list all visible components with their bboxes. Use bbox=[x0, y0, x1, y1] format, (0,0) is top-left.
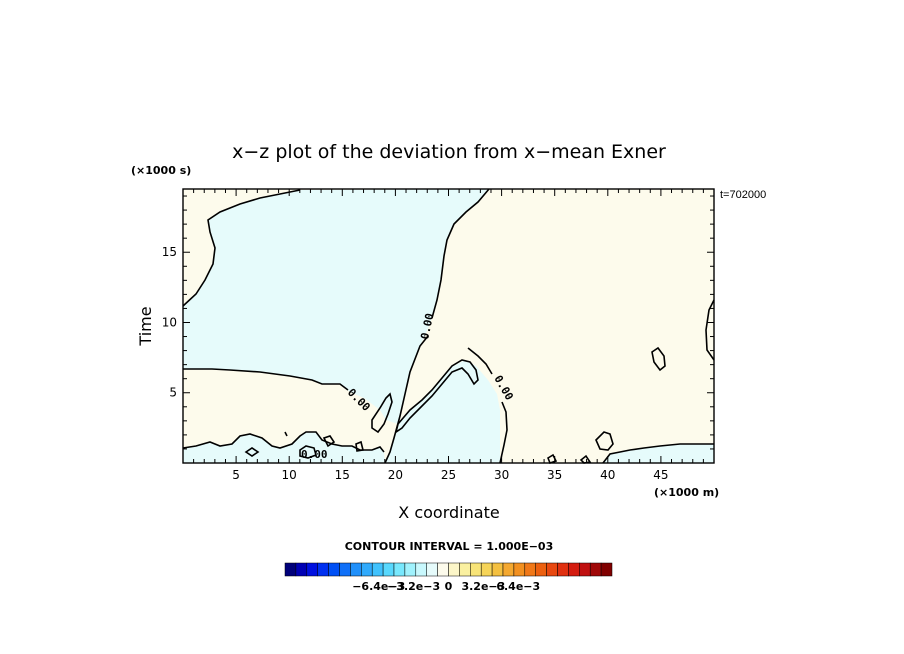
y-tick-label: 10 bbox=[162, 315, 177, 329]
colorbar-swatch bbox=[579, 562, 591, 577]
colorbar-swatch bbox=[393, 562, 406, 577]
x-axis-unit: (×1000 m) bbox=[654, 486, 719, 499]
x-tick-label: 25 bbox=[441, 468, 456, 482]
colorbar-swatch bbox=[426, 562, 438, 577]
chart-title: x−z plot of the deviation from x−mean Ex… bbox=[232, 141, 666, 163]
contour-inner-tongue bbox=[394, 359, 479, 434]
y-axis-unit: (×1000 s) bbox=[131, 164, 191, 177]
colorbar-swatch bbox=[491, 562, 504, 577]
colorbar-tick-label: −6.4e−3 bbox=[352, 580, 405, 593]
contour-lower-right bbox=[602, 443, 714, 464]
x-tick-label: 15 bbox=[335, 468, 350, 482]
contour-right-edge bbox=[705, 299, 715, 361]
colorbar-swatch bbox=[295, 562, 308, 577]
colorbar-swatch bbox=[415, 562, 427, 577]
contour-interval: CONTOUR INTERVAL = 1.000E−03 bbox=[345, 540, 554, 553]
colorbar-swatch bbox=[361, 562, 373, 577]
colorbar-swatch bbox=[404, 562, 417, 577]
contour-loop-b bbox=[595, 431, 614, 451]
colorbar-tick-label: 3.2e−3 bbox=[461, 580, 505, 593]
contour-upper-left bbox=[182, 189, 301, 307]
colorbar-swatch bbox=[284, 562, 297, 577]
x-tick-label: 35 bbox=[547, 468, 562, 482]
colorbar-swatch bbox=[480, 562, 493, 577]
colorbar-swatch bbox=[306, 562, 318, 577]
colorbar-swatch bbox=[524, 562, 536, 577]
colorbar-swatch bbox=[535, 562, 547, 577]
contour-horizontal bbox=[183, 368, 349, 391]
y-tick-label: 15 bbox=[162, 245, 177, 259]
colorbar-swatch bbox=[339, 562, 351, 577]
colorbar-swatch bbox=[350, 562, 362, 577]
x-tick-label: 5 bbox=[232, 468, 240, 482]
colorbar-swatch bbox=[557, 562, 569, 577]
x-tick-label: 10 bbox=[282, 468, 297, 482]
y-axis-label: Time bbox=[136, 306, 155, 346]
colorbar-swatch bbox=[568, 562, 580, 577]
contour-loop-right bbox=[467, 347, 508, 464]
colorbar-swatch bbox=[382, 562, 395, 577]
colorbar: −6.4e−3−3.2e−3 0 3.2e−36.4e−3 bbox=[284, 562, 613, 593]
colorbar-swatch bbox=[502, 562, 515, 577]
colorbar-swatch bbox=[600, 562, 613, 577]
colorbar-swatch bbox=[470, 562, 482, 577]
colorbar-swatch bbox=[459, 562, 471, 577]
colorbar-tick-label: 0 bbox=[445, 580, 453, 593]
contour-central-left bbox=[431, 188, 490, 319]
colorbar-swatch bbox=[546, 562, 558, 577]
colorbar-swatch bbox=[589, 562, 602, 577]
x-tick-label: 30 bbox=[494, 468, 509, 482]
colorbar-swatch bbox=[328, 562, 340, 577]
axis-ticks: 5 10 15 20 25 30 35 40 45 5 10 15 bbox=[162, 189, 714, 482]
contour-small-loops bbox=[244, 431, 592, 464]
x-tick-label: 40 bbox=[600, 468, 615, 482]
colorbar-tick-label: −3.2e−3 bbox=[387, 580, 440, 593]
contour-central-left-lower bbox=[384, 335, 429, 464]
plot-area: 0.00 0.00 0.00 0.00 bbox=[182, 188, 715, 464]
colorbar-swatch bbox=[437, 562, 449, 577]
contour-loop-a bbox=[371, 392, 393, 434]
colorbar-swatch bbox=[371, 562, 384, 577]
zero-contours bbox=[182, 188, 715, 464]
contour-label: 0.00 bbox=[418, 312, 436, 341]
colorbar-swatch bbox=[513, 562, 526, 577]
contour-label: 0.00 bbox=[301, 448, 328, 461]
colorbar-swatch bbox=[317, 562, 329, 577]
y-tick-label: 5 bbox=[169, 386, 177, 400]
negative-region-lower-right bbox=[603, 444, 714, 463]
time-stamp: t=702000 bbox=[720, 189, 766, 201]
x-tick-label: 45 bbox=[653, 468, 668, 482]
colorbar-tick-label: 6.4e−3 bbox=[496, 580, 540, 593]
contour-loop-c bbox=[651, 346, 666, 372]
x-axis-label: X coordinate bbox=[398, 503, 499, 522]
negative-region-upper bbox=[183, 189, 500, 463]
colorbar-swatch bbox=[448, 562, 460, 577]
x-tick-label: 20 bbox=[388, 468, 403, 482]
